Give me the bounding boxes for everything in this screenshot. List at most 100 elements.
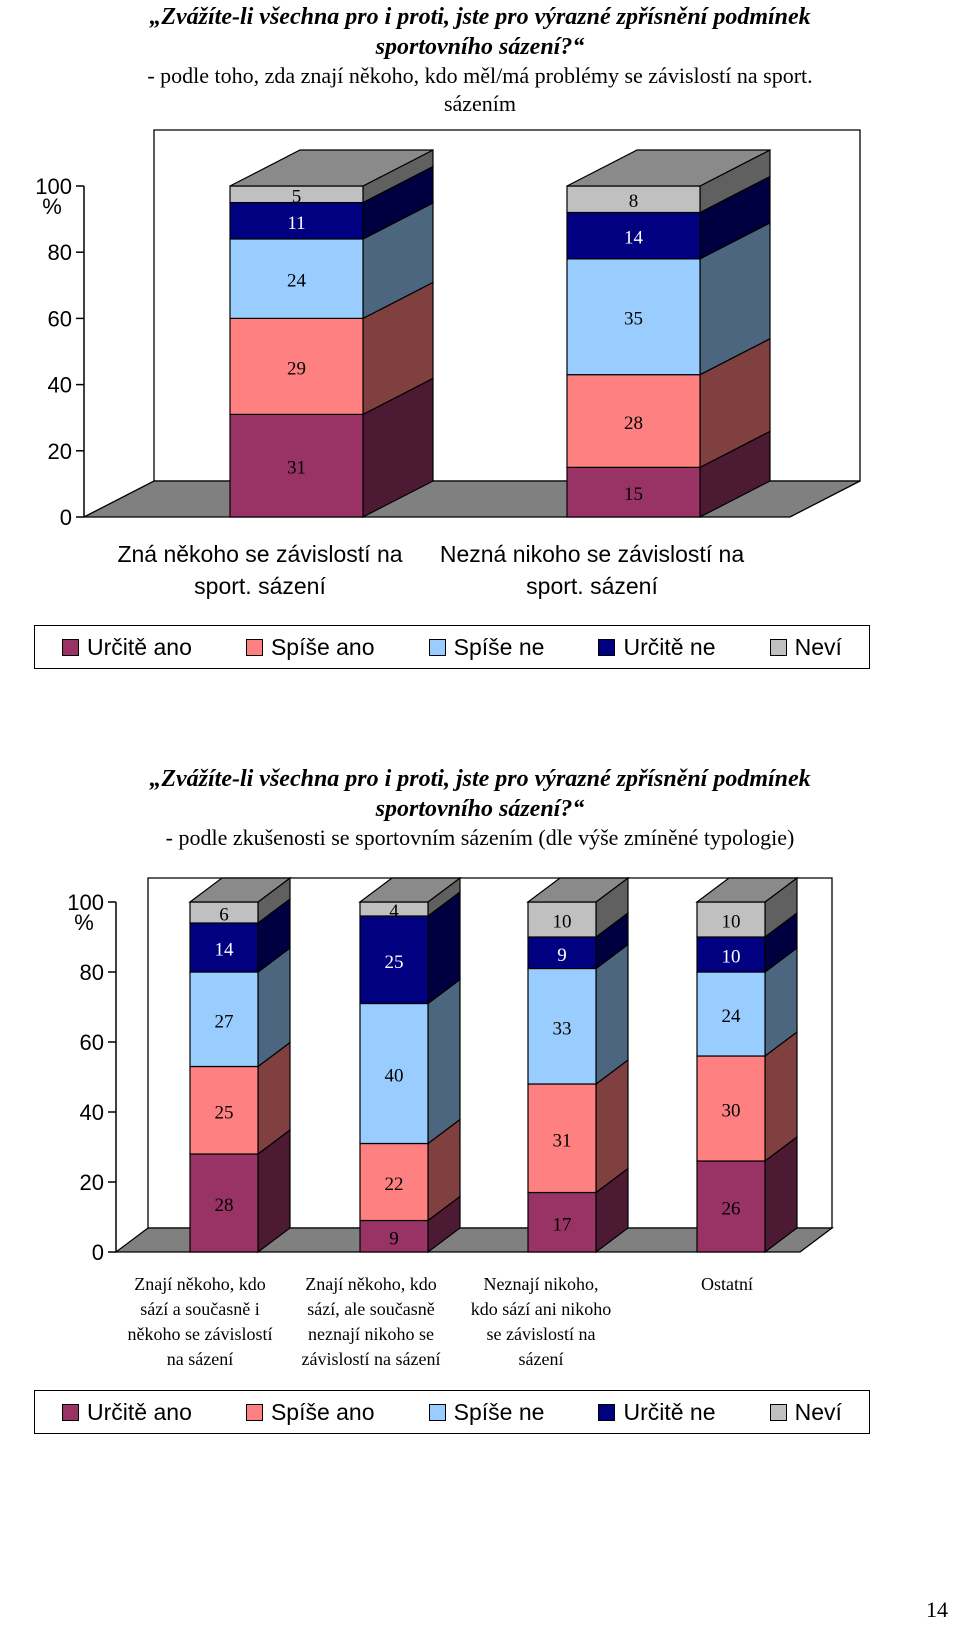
chart2-category-label: sázení — [519, 1349, 564, 1369]
chart2-legend-label: Určitě ano — [87, 1398, 192, 1425]
chart2-category-label: na sázení — [167, 1349, 233, 1369]
chart2-bar-top — [188, 877, 292, 903]
chart1-y-tick-label: 100 — [35, 174, 72, 199]
chart1-y-tick-label: 80 — [48, 240, 72, 265]
chart2-bar-top — [358, 877, 462, 903]
chart2-subtitle-line1: - podle zkušenosti se sportovním sázením… — [165, 825, 795, 850]
chart1-legend-item: Určitě ne — [598, 633, 716, 661]
chart2-category-label: někoho se závislostí — [128, 1324, 273, 1344]
chart2-category-label: Ostatní — [701, 1274, 753, 1294]
chart2-legend-swatch — [428, 1403, 446, 1421]
chart1-legend-swatch — [62, 638, 80, 656]
chart2-bar-segment — [359, 1142, 429, 1222]
chart1-legend-item: Spíše ne — [428, 634, 544, 661]
chart1-bar-segment — [566, 211, 701, 260]
chart2-y-tick-label: 20 — [80, 1170, 104, 1195]
chart1-bar-segment — [229, 238, 364, 320]
chart1-legend-item: Spíše ano — [245, 634, 375, 661]
chart2-bar-segment — [696, 971, 766, 1057]
chart2-plot: 0 20 40 60 80 100% 28 25 27 14 6 Znají někoho, kdo s… — [67, 876, 834, 1369]
chart2-legend-label: Spíše ano — [270, 1398, 375, 1425]
chart2-title-line1: „Zvážíte-li všechna pro i proti, jste pr… — [149, 766, 811, 792]
chart2-y-tick-label: 80 — [80, 960, 104, 985]
chart2-y-tick-label: 40 — [80, 1100, 104, 1125]
chart1-legend-label: Určitě ne — [623, 633, 716, 660]
chart1-legend-item: Neví — [769, 633, 842, 661]
page-number: 14 — [926, 1597, 948, 1622]
chart1-data-label: 14 — [624, 228, 644, 249]
chart2-bar-segment — [527, 967, 597, 1085]
chart1-title-block: „Zvážíte-li všechna pro i proti, jste pr… — [0, 2, 960, 118]
chart2-bar-segment — [527, 936, 597, 970]
chart2-category-label: sází a současně i — [140, 1299, 259, 1319]
chart2-legend-swatch — [62, 1403, 80, 1421]
chart2-legend-item: Neví — [769, 1399, 842, 1426]
chart1-category-label: sport. sázení — [194, 573, 326, 599]
chart2-category-label: sází, ale současně — [307, 1299, 434, 1319]
chart1-data-label: 35 — [624, 309, 643, 330]
chart1-bar-segment — [229, 317, 364, 415]
chart2-category-label: Znají někoho, kdo — [134, 1274, 265, 1294]
chart2-data-label: 40 — [385, 1066, 404, 1087]
chart1-data-label: 11 — [287, 213, 305, 234]
chart1-legend-swatch — [769, 638, 787, 656]
chart1-title-line2: sportovního sázení?“ — [375, 34, 585, 60]
chart1-legend-label: Neví — [794, 633, 842, 660]
chart1-bar-top — [566, 149, 771, 187]
chart1-data-label: 8 — [629, 191, 639, 212]
chart2-category-label: Neznají nikoho, — [484, 1274, 599, 1294]
chart2-legend-item: Určitě ne — [598, 1398, 716, 1426]
chart2-data-label: 6 — [219, 905, 229, 926]
chart1-legend-label: Určitě ano — [87, 633, 192, 660]
chart2-data-label: 17 — [553, 1214, 572, 1235]
chart2-data-label: 14 — [215, 940, 235, 961]
chart2-bar-top — [526, 877, 630, 903]
chart2-bar-segment — [527, 1083, 597, 1194]
chart2-legend-label: Spíše ne — [453, 1398, 545, 1425]
chart2-legend-item: Spíše ano — [245, 1398, 375, 1426]
chart1-legend-swatch — [428, 638, 446, 656]
chart2-legend-label: Určitě ne — [623, 1398, 716, 1425]
chart2-category-label: neznají nikoho se — [308, 1324, 434, 1344]
chart2-data-label: 24 — [722, 1006, 742, 1027]
chart2-title-block: „Zvážíte-li všechna pro i proti, jste pr… — [0, 764, 960, 852]
chart2-data-label: 9 — [389, 1228, 399, 1249]
chart1-y-tick-label: 20 — [48, 439, 72, 464]
chart2-data-label: 33 — [553, 1018, 572, 1039]
chart2-bar-segment — [696, 1055, 766, 1162]
chart1-data-label: 28 — [624, 413, 643, 434]
chart1-legend-swatch — [598, 638, 616, 656]
chart2-legend-swatch — [769, 1403, 787, 1421]
chart2-bar-segment — [359, 1219, 429, 1253]
chart1-legend: Určitě ano Spíše ano Spíše ne Určitě ne Neví — [34, 625, 870, 669]
chart2-category-label: Znají někoho, kdo — [305, 1274, 436, 1294]
chart1-data-label: 5 — [292, 186, 302, 207]
chart1-bar-segment — [566, 466, 701, 518]
chart1-legend-item: Určitě ano — [62, 634, 192, 661]
chart2-legend-swatch — [598, 1403, 616, 1421]
chart1-y-tick-label: 40 — [48, 373, 72, 398]
chart2-bar-segment — [189, 922, 259, 973]
chart1-bar-segment — [566, 185, 701, 214]
chart1-data-label: 29 — [287, 358, 306, 379]
chart2-bar-segment — [359, 1002, 429, 1145]
chart2-category-label: kdo sází ani nikoho — [471, 1299, 611, 1319]
chart2-category-label: se závislostí na — [487, 1324, 596, 1344]
chart2-bar-segment — [696, 901, 766, 938]
chart2-y-tick-label: 100 — [67, 890, 104, 915]
chart2-category-label: závislostí na sázení — [302, 1349, 441, 1369]
chart1-plot: 0 20 40 60 80 100% 31 29 24 11 5 Zná někoho se závi… — [35, 129, 861, 599]
chart1-bar-segment — [229, 201, 364, 240]
chart2-data-label: 30 — [722, 1101, 741, 1122]
chart2-data-label: 4 — [389, 901, 399, 922]
chart2-data-label: 25 — [385, 952, 404, 973]
chart2-legend-item: Určitě ano — [62, 1399, 192, 1426]
chart1-y-axis-label: % — [42, 194, 62, 219]
chart2-title-line2: sportovního sázení?“ — [375, 796, 585, 822]
chart2-data-label: 10 — [722, 947, 741, 968]
chart2-y-tick-label: 0 — [92, 1240, 104, 1265]
chart1-y-tick-label: 60 — [48, 306, 72, 331]
chart2-data-label: 26 — [722, 1199, 741, 1220]
chart1-bar-top — [229, 149, 434, 187]
chart2-legend-item: Spíše ne — [428, 1398, 545, 1426]
